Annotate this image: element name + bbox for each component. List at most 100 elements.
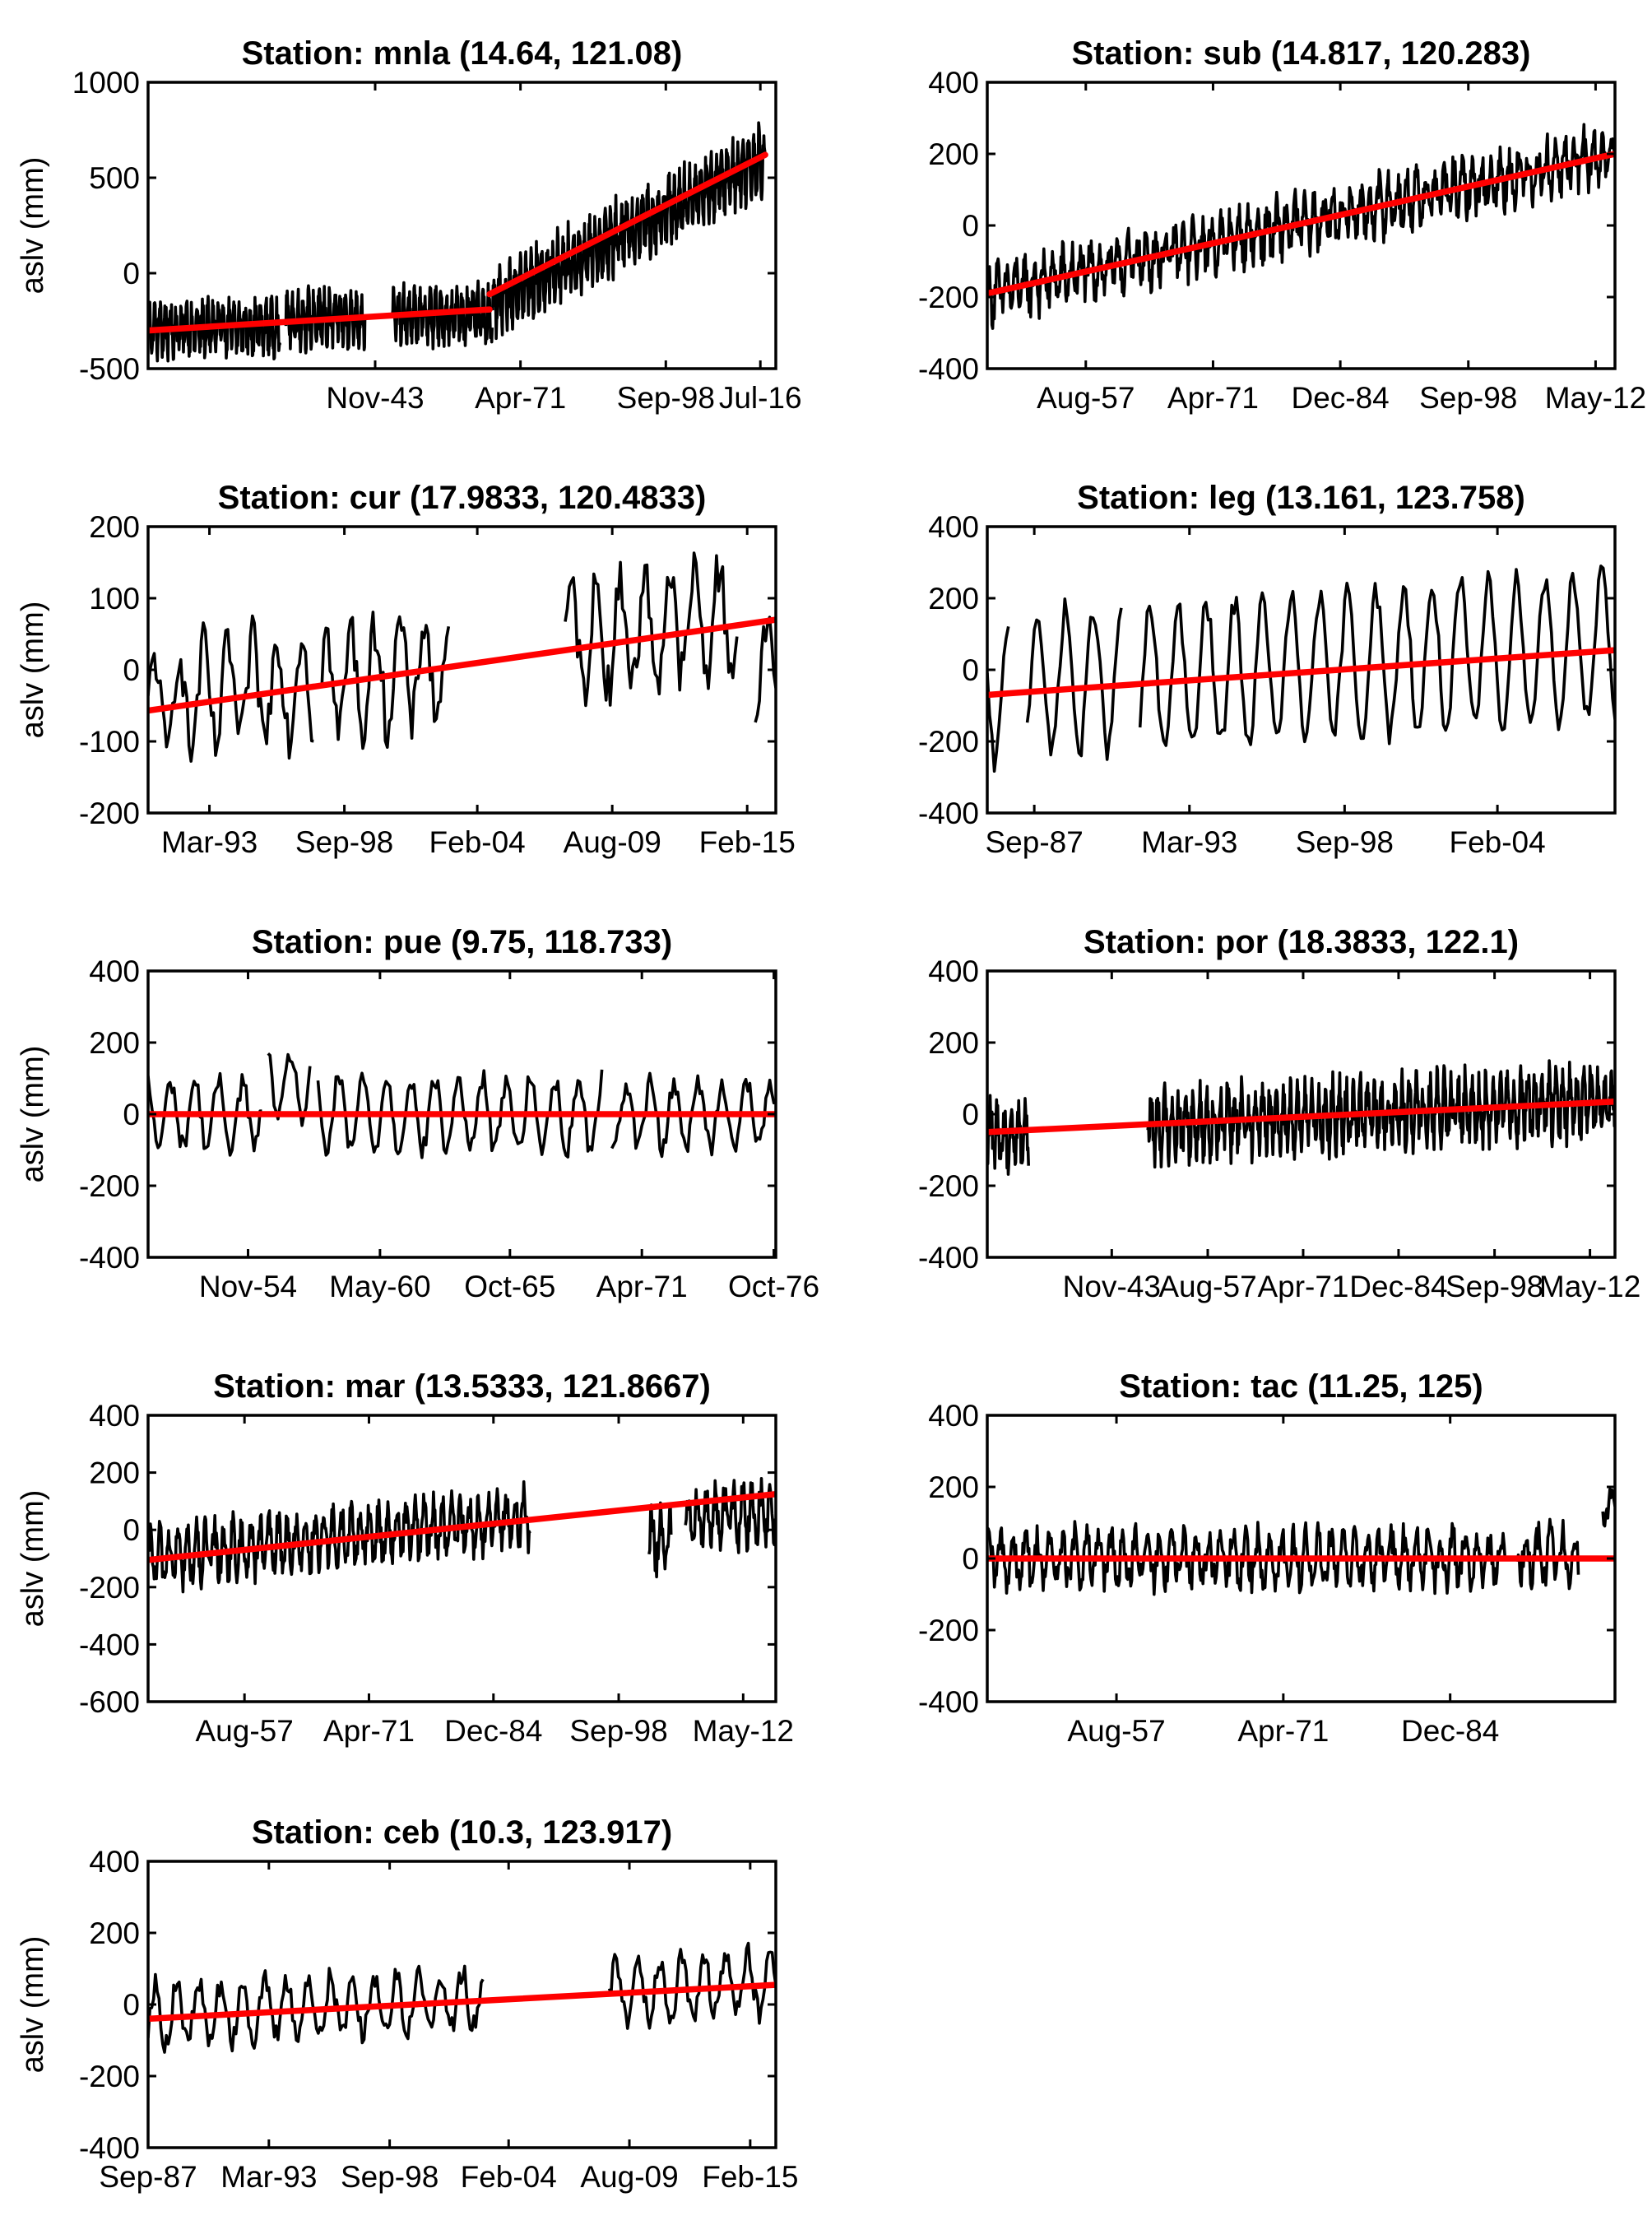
- chart-panel: Station: leg (13.161, 123.758) -400 -200 0 2…: [918, 480, 1617, 859]
- trend-line: [987, 151, 1615, 297]
- chart-panel: Station: ceb (10.3, 123.917) aslv (mm) -40…: [16, 1814, 798, 2194]
- observed-series: [148, 551, 776, 763]
- y-tick-label: 0: [123, 653, 140, 687]
- chart-title: Station: mar (13.5333, 121.8667): [213, 1368, 711, 1405]
- y-tick-label: 100: [89, 582, 140, 615]
- observed-line-segment: [284, 284, 367, 355]
- x-tick-label: Feb-15: [699, 825, 796, 859]
- y-tick-label: -100: [79, 725, 140, 759]
- y-tick-label: 400: [928, 66, 979, 100]
- chart-title: Station: ceb (10.3, 123.917): [252, 1814, 672, 1851]
- x-tick-label: Sep-98: [1446, 1270, 1543, 1303]
- x-tick-label: May-12: [1539, 1270, 1640, 1303]
- observed-line-segment: [316, 1069, 604, 1159]
- observed-line-segment: [148, 295, 282, 363]
- observed-line-segment: [647, 1501, 673, 1579]
- trend-line: [148, 306, 493, 334]
- observed-line-segment: [564, 551, 739, 708]
- x-tick-label: Jul-16: [719, 381, 802, 415]
- observed-line-segment: [607, 1941, 776, 2030]
- y-tick-label: 0: [123, 1098, 140, 1131]
- chart-panel: Station: pue (9.75, 118.733) aslv (mm) -40…: [16, 924, 819, 1303]
- chart-title: Station: leg (13.161, 123.758): [1077, 480, 1525, 516]
- x-tick-label: May-12: [693, 1714, 794, 1748]
- chart-panel: Station: tac (11.25, 125) -400 -200 0 200 400…: [918, 1368, 1617, 1748]
- observed-line-segment: [267, 1052, 312, 1127]
- x-tick-label: Apr-71: [1237, 1714, 1329, 1748]
- y-tick-label: 200: [89, 1026, 140, 1060]
- observed-line-segment: [1515, 1517, 1580, 1591]
- y-tick-label: -400: [79, 2131, 140, 2165]
- y-tick-label: 0: [962, 1098, 979, 1131]
- chart-title: Station: tac (11.25, 125): [1119, 1368, 1483, 1405]
- x-tick-label: Mar-93: [161, 825, 258, 859]
- x-tick-label: Sep-98: [617, 381, 715, 415]
- y-tick-label: 400: [928, 1399, 979, 1433]
- y-axis-label: aslv (mm): [16, 1046, 50, 1183]
- y-tick-label: 0: [962, 209, 979, 243]
- y-tick-label: -400: [918, 1685, 979, 1719]
- trend-line: [148, 1490, 776, 1563]
- x-tick-label: May-60: [329, 1270, 430, 1303]
- x-tick-label: Feb-15: [702, 2160, 798, 2194]
- y-tick-label: 200: [928, 582, 979, 615]
- y-tick-label: 0: [962, 1542, 979, 1576]
- y-tick-label: 400: [89, 955, 140, 988]
- x-tick-label: Dec-84: [1401, 1714, 1499, 1748]
- observed-line-segment: [491, 121, 767, 341]
- observed-line-segment: [148, 1071, 262, 1157]
- y-tick-label: 200: [89, 510, 140, 544]
- trend-line: [148, 1981, 776, 2023]
- x-tick-label: Nov-43: [326, 381, 424, 415]
- x-tick-label: Aug-09: [564, 825, 661, 859]
- y-tick-label: -200: [79, 1571, 140, 1605]
- y-tick-label: 200: [928, 1026, 979, 1060]
- trend-line: [987, 647, 1615, 699]
- y-tick-label: 0: [962, 653, 979, 687]
- x-tick-label: Oct-65: [464, 1270, 555, 1303]
- x-tick-label: Apr-71: [1167, 381, 1259, 415]
- y-tick-label: 400: [928, 955, 979, 988]
- observed-line-segment: [684, 1477, 776, 1554]
- y-tick-label: -200: [918, 281, 979, 314]
- x-tick-label: Mar-93: [1141, 825, 1237, 859]
- x-tick-label: Apr-71: [475, 381, 566, 415]
- chart-title: Station: por (18.3833, 122.1): [1084, 924, 1519, 960]
- x-tick-label: Dec-84: [444, 1714, 542, 1748]
- chart-panel: Station: sub (14.817, 120.283) -400 -200 0 2…: [918, 35, 1646, 415]
- chart-panel: Station: cur (17.9833, 120.4833) aslv (mm…: [16, 480, 796, 859]
- chart-title: Station: mnla (14.64, 121.08): [242, 35, 683, 72]
- y-tick-label: -200: [918, 1614, 979, 1647]
- y-tick-label: 200: [928, 137, 979, 171]
- y-tick-label: 400: [928, 510, 979, 544]
- y-axis-label: aslv (mm): [16, 1490, 50, 1628]
- observed-line-segment: [148, 614, 314, 763]
- x-tick-label: Sep-98: [1296, 825, 1394, 859]
- x-tick-label: Aug-57: [1067, 1714, 1165, 1748]
- x-tick-label: Sep-87: [985, 825, 1083, 859]
- observed-line-segment: [987, 1094, 1030, 1176]
- x-tick-label: Dec-84: [1291, 381, 1389, 415]
- x-tick-label: Feb-04: [429, 825, 526, 859]
- x-tick-label: Apr-71: [596, 1270, 688, 1303]
- y-axis-label: aslv (mm): [16, 1936, 50, 2074]
- x-tick-label: Feb-04: [461, 2160, 557, 2194]
- x-tick-label: May-12: [1545, 381, 1646, 415]
- y-tick-label: 0: [123, 1513, 140, 1547]
- x-tick-label: Nov-54: [199, 1270, 297, 1303]
- x-tick-label: Dec-84: [1349, 1270, 1447, 1303]
- y-axis-label: aslv (mm): [16, 157, 50, 295]
- trend-line: [486, 151, 768, 298]
- trend-line: [148, 616, 776, 714]
- x-tick-label: Feb-04: [1449, 825, 1545, 859]
- x-tick-label: Aug-57: [1037, 381, 1135, 415]
- x-tick-label: Mar-93: [220, 2160, 317, 2194]
- observed-series: [148, 1477, 776, 1594]
- x-tick-label: Aug-57: [1158, 1270, 1256, 1303]
- observed-line-segment: [1138, 564, 1615, 747]
- y-tick-label: -500: [79, 352, 140, 386]
- y-tick-label: 200: [89, 1456, 140, 1490]
- y-tick-label: -400: [79, 1241, 140, 1275]
- x-tick-label: Sep-98: [341, 2160, 439, 2194]
- y-tick-label: -400: [918, 797, 979, 830]
